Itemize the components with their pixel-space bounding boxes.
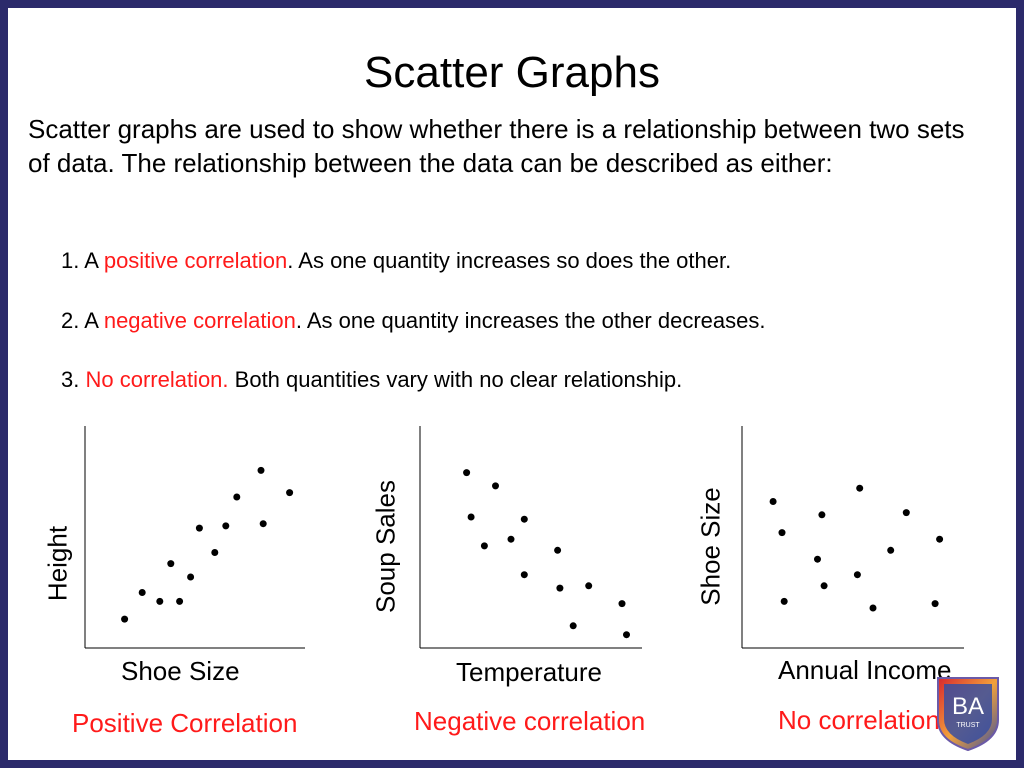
data-point <box>463 469 471 477</box>
item-text: . As one quantity increases the other de… <box>295 308 766 333</box>
item-highlight: No correlation. <box>85 367 229 392</box>
data-point <box>167 560 175 568</box>
list-item-negative: 2. A negative correlation. As one quanti… <box>61 308 765 334</box>
item-number: 1. A <box>61 248 104 273</box>
data-point <box>138 589 146 596</box>
data-point <box>585 582 593 590</box>
data-point <box>902 509 910 517</box>
data-point <box>520 571 528 579</box>
data-point <box>869 604 877 612</box>
list-item-none: 3. No correlation. Both quantities vary … <box>61 367 682 393</box>
data-point <box>853 571 861 579</box>
chart-2-y-axis-label: Soup Sales <box>370 480 401 613</box>
data-point <box>286 489 294 497</box>
data-point <box>780 597 788 605</box>
scatter-chart-3 <box>741 426 964 649</box>
scatter-chart-1 <box>84 426 305 649</box>
data-point <box>520 515 528 523</box>
data-point <box>778 529 786 537</box>
data-point <box>492 482 499 490</box>
data-point <box>769 498 777 505</box>
data-point <box>222 522 230 530</box>
slide-title: Scatter Graphs <box>364 48 660 97</box>
data-point <box>176 597 184 605</box>
data-point <box>121 615 129 623</box>
data-point <box>467 513 475 521</box>
scatter-plots <box>84 426 964 649</box>
intro-paragraph: Scatter graphs are used to show whether … <box>28 114 965 178</box>
data-point <box>259 520 267 528</box>
chart-3-caption: No correlation <box>778 705 940 735</box>
item-text: . As one quantity increases so does the … <box>287 248 732 273</box>
item-text: Both quantities vary with no clear relat… <box>228 367 683 392</box>
chart-1-caption: Positive Correlation <box>72 708 298 738</box>
chart-3-y-axis-label: Shoe Size <box>695 487 726 606</box>
data-point <box>814 555 821 563</box>
chart-2-x-axis-label: Temperature <box>456 657 602 687</box>
chart-2-caption: Negative correlation <box>414 706 646 736</box>
ba-trust-logo: BA TRUST <box>937 677 999 752</box>
data-point <box>569 622 577 630</box>
data-point <box>480 542 488 550</box>
scatter-chart-2 <box>419 426 642 649</box>
data-point <box>556 584 564 592</box>
item-highlight: negative correlation <box>103 308 296 333</box>
data-point <box>820 582 828 590</box>
data-point <box>887 546 895 554</box>
data-point <box>187 573 195 581</box>
data-point <box>211 549 219 556</box>
data-point <box>156 597 164 605</box>
item-number: 3. <box>61 367 86 392</box>
list-item-positive: 1. A positive correlation. As one quanti… <box>61 248 731 274</box>
data-point <box>554 546 562 554</box>
data-point <box>818 511 826 519</box>
data-point <box>856 484 864 492</box>
chart-3-x-axis-label: Annual Income <box>778 655 952 685</box>
item-highlight: positive correlation <box>103 248 288 273</box>
data-point <box>931 600 939 608</box>
data-point <box>618 600 626 608</box>
logo-text: BA <box>952 693 984 720</box>
data-point <box>623 631 630 639</box>
data-point <box>195 524 203 532</box>
data-point <box>257 466 265 474</box>
data-point <box>936 535 944 543</box>
chart-1-y-axis-label: Height <box>42 525 73 602</box>
chart-1-x-axis-label: Shoe Size <box>121 656 240 686</box>
data-point <box>233 493 241 501</box>
data-point <box>507 535 515 543</box>
item-number: 2. A <box>61 308 104 333</box>
logo-subtext: TRUST <box>956 722 980 729</box>
